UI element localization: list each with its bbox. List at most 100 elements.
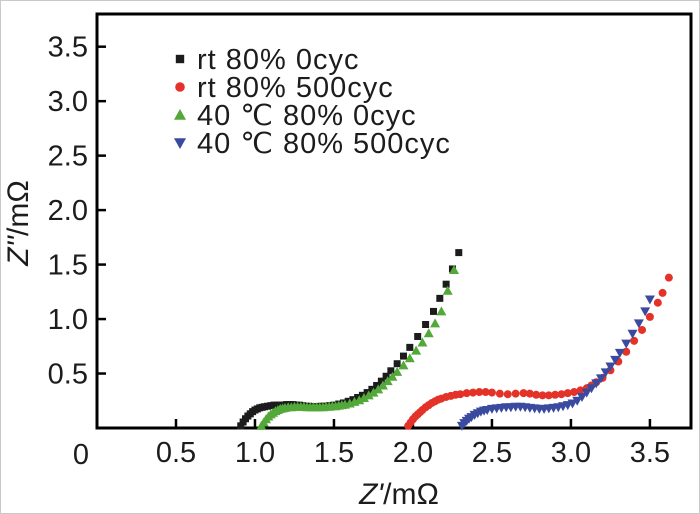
marker-square: [442, 280, 450, 288]
marker-triangle-up: [417, 337, 428, 347]
legend-item-40-80-500cyc: 40 ℃ 80% 500cyc: [174, 128, 451, 160]
marker-circle: [525, 389, 534, 398]
marker-circle: [538, 391, 547, 400]
marker-circle: [653, 298, 662, 307]
marker-triangle-up: [363, 390, 374, 400]
legend-item-40-80-0cyc: 40 ℃ 80% 0cyc: [174, 100, 416, 132]
marker-triangle-up: [358, 393, 369, 403]
marker-circle: [532, 390, 541, 399]
legend-item-rt-80-500cyc: rt 80% 500cyc: [175, 72, 394, 104]
y-tick-label: 2.0: [48, 195, 88, 227]
marker-square: [373, 382, 381, 390]
marker-square: [354, 393, 362, 401]
marker-square: [382, 372, 390, 380]
marker-triangle-up: [436, 306, 447, 316]
marker-triangle-down: [572, 396, 583, 406]
marker-triangle-down: [591, 379, 602, 389]
marker-triangle-down: [600, 368, 611, 378]
marker-circle: [557, 390, 566, 399]
marker-square: [237, 422, 245, 430]
marker-triangle-up: [404, 353, 415, 363]
marker-circle: [511, 389, 520, 398]
marker-triangle-down: [614, 348, 625, 358]
y-tick-label: 1.0: [48, 304, 88, 336]
x-tick-label: 0.5: [156, 437, 196, 469]
legend-item-rt-80-0cyc: rt 80% 0cyc: [175, 44, 360, 76]
marker-circle: [175, 82, 185, 92]
marker-triangle-up: [368, 387, 379, 397]
x-tick-label: 3.5: [630, 437, 670, 469]
x-axis-label: Z'/mΩ: [358, 478, 439, 511]
marker-circle: [468, 388, 477, 397]
marker-triangle-down: [633, 319, 644, 329]
marker-square: [175, 54, 185, 64]
series-40-80-500cyc: [456, 295, 655, 431]
marker-square: [393, 360, 401, 368]
marker-circle: [544, 391, 553, 400]
marker-square: [422, 321, 430, 328]
marker-triangle-up: [442, 285, 453, 295]
legend-label: rt 80% 0cyc: [197, 44, 360, 76]
marker-circle: [475, 388, 484, 397]
marker-triangle-up: [411, 345, 422, 355]
marker-circle: [664, 273, 673, 282]
y-axis: 0.5 1.0 1.5 2.0 2.5 3.0 3.5: [48, 32, 106, 391]
marker-square: [455, 249, 463, 257]
marker-triangle-down: [644, 295, 655, 305]
marker-circle: [645, 312, 654, 321]
x-tick-label: 2.5: [472, 437, 512, 469]
x-tick-label: 2.0: [393, 437, 433, 469]
y-tick-label: 3.0: [48, 86, 88, 118]
marker-square: [436, 294, 444, 302]
marker-triangle-down: [174, 138, 186, 149]
marker-circle: [638, 325, 647, 334]
marker-square: [358, 391, 366, 399]
marker-triangle-up: [373, 384, 384, 394]
plot-frame: [95, 12, 693, 430]
marker-square: [387, 367, 395, 375]
marker-circle: [487, 388, 496, 397]
marker-square: [406, 343, 414, 351]
marker-triangle-down: [595, 374, 606, 384]
marker-circle: [551, 390, 560, 399]
marker-triangle-down: [586, 384, 597, 394]
y-tick-label: 3.5: [48, 32, 88, 64]
marker-triangle-up: [387, 371, 398, 381]
y-tick-label: 0.5: [48, 359, 88, 391]
x-axis: 0.5 1.0 1.5 2.0 2.5 3.0 3.5: [156, 419, 670, 469]
marker-square: [399, 352, 407, 360]
x-tick-label: 3.0: [551, 437, 591, 469]
marker-circle: [481, 388, 490, 397]
y-axis-label: Z''/mΩ: [2, 180, 35, 267]
marker-triangle-down: [581, 388, 592, 398]
marker-triangle-down: [576, 392, 587, 402]
marker-circle: [570, 388, 579, 397]
x-tick-label: 1.0: [235, 437, 275, 469]
marker-square: [344, 397, 352, 405]
marker-circle: [462, 389, 471, 398]
legend-label: 40 ℃ 80% 500cyc: [197, 128, 451, 160]
marker-triangle-down: [610, 355, 621, 365]
series-40-80-0cyc: [256, 265, 460, 430]
marker-square: [368, 385, 376, 393]
marker-circle: [495, 389, 504, 398]
x-tick-label: 1.5: [314, 437, 354, 469]
marker-circle: [658, 288, 667, 297]
marker-circle: [456, 390, 465, 399]
marker-circle: [519, 389, 528, 398]
marker-triangle-up: [430, 318, 441, 328]
legend-label: rt 80% 500cyc: [197, 72, 394, 104]
marker-square: [377, 377, 385, 385]
marker-square: [363, 389, 371, 397]
marker-triangle-down: [605, 362, 616, 372]
marker-triangle-up: [398, 360, 409, 370]
marker-triangle-up: [449, 265, 460, 275]
marker-circle: [576, 386, 585, 395]
marker-square: [414, 332, 422, 340]
marker-circle: [630, 336, 639, 345]
marker-triangle-down: [627, 329, 638, 339]
marker-circle: [563, 389, 572, 398]
